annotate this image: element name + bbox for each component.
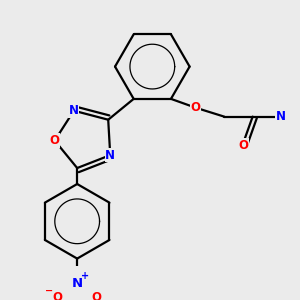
- Text: +: +: [81, 271, 89, 281]
- Text: O: O: [191, 101, 201, 114]
- Text: O: O: [239, 139, 249, 152]
- Text: O: O: [92, 291, 102, 300]
- Text: N: N: [69, 104, 79, 117]
- Text: O: O: [50, 134, 60, 147]
- Text: N: N: [276, 110, 286, 123]
- Text: N: N: [105, 148, 115, 162]
- Text: N: N: [276, 110, 286, 123]
- Text: O: O: [52, 291, 63, 300]
- Text: N: N: [72, 277, 83, 290]
- Text: −: −: [45, 286, 53, 296]
